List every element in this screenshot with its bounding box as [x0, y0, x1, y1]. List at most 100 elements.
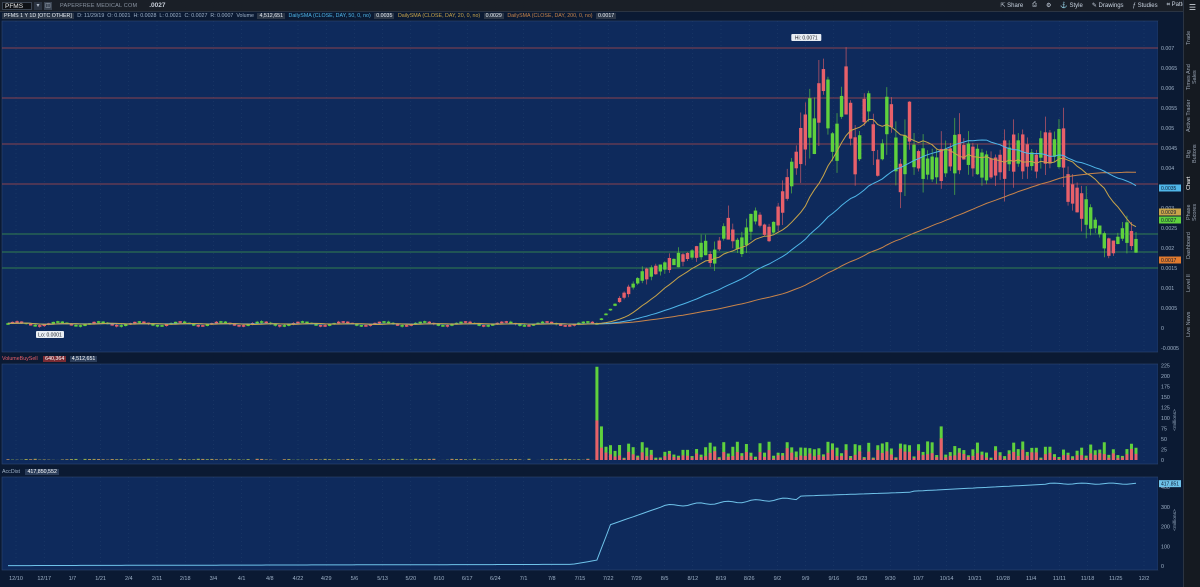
candle-body [889, 104, 894, 128]
volume-bar-sell [178, 459, 182, 460]
candle-body [722, 226, 726, 239]
x-tick-label: 11/25 [1109, 576, 1122, 582]
volume-tick-label: 125 [1161, 406, 1170, 412]
link-icon[interactable]: ◫ [44, 1, 52, 10]
candle-body [522, 325, 527, 327]
candle-body [6, 323, 10, 325]
candle-body [658, 264, 663, 272]
volume-bar-sell [889, 454, 893, 460]
patterns-button[interactable]: ⌗ Patterns [1166, 2, 1194, 8]
volume-bar-buy [287, 459, 291, 460]
candle-body [1052, 139, 1057, 157]
chart-tools: ⇱ Share ⎙ ⚙ ⚓ Style ✎ Drawings ƒ Studies… [1000, 0, 1200, 11]
volume-bar-sell [450, 459, 454, 460]
volume-bar-sell [975, 453, 979, 460]
volume-bar-sell [1039, 458, 1043, 460]
candle-body [1079, 193, 1084, 219]
volume-bar-buy [708, 442, 712, 460]
volume-tick-label: 200 [1161, 374, 1170, 380]
candle-body [545, 321, 549, 323]
drawings-button[interactable]: ✎ Drawings [1091, 3, 1124, 9]
candle-body [654, 265, 658, 275]
zoom-icon[interactable]: ☰ [1188, 3, 1197, 12]
sidebar-tab-dashboard[interactable]: Dashboard [1186, 232, 1192, 260]
candle-body [880, 143, 885, 160]
candle-body [649, 267, 653, 277]
volume-bar-buy [414, 458, 418, 460]
volume-bar-buy [527, 458, 531, 460]
accdist-value: 417,850,552 [25, 469, 59, 475]
volume-bar-sell [985, 457, 989, 460]
candle-body [119, 325, 123, 327]
x-tick-label: 7/8 [548, 576, 556, 582]
candle-body [305, 321, 309, 324]
volume-bar-buy [731, 446, 735, 460]
candle-body [287, 324, 291, 326]
candle-body [205, 324, 210, 326]
candle-body [699, 242, 703, 258]
candle-body [436, 324, 441, 326]
volume-bar-sell [962, 453, 966, 460]
x-tick-label: 4/29 [321, 576, 332, 582]
chevron-down-icon[interactable]: ▾ [34, 1, 42, 10]
x-tick-label: 9/2 [774, 576, 782, 582]
symbol-input[interactable]: PFMS [2, 1, 32, 10]
candle-body [51, 321, 56, 324]
candle-body [477, 324, 481, 326]
accdist-study-label: AccDist [2, 469, 20, 475]
candle-body [386, 321, 391, 324]
y-tick-label: 0.004 [1161, 166, 1174, 172]
volume-bar-sell [989, 459, 993, 460]
sidebar-tab-big-buttons[interactable]: Big Buttons [1186, 144, 1198, 164]
candle-body [758, 214, 762, 226]
studies-button[interactable]: ƒ Studies [1132, 2, 1158, 9]
candle-body [110, 323, 114, 326]
candle-body [844, 66, 848, 115]
right-sidebar: ☰ Trade Times And Sales Active Trader Big B… [1183, 0, 1200, 587]
candle-body [767, 226, 771, 242]
volume-bar-sell [1134, 453, 1138, 460]
volume-bar-sell [803, 455, 807, 460]
volume-bar-sell [794, 457, 798, 460]
candle-body [799, 127, 803, 165]
info-volume-value: 4,512,651 [257, 13, 286, 19]
candle-body [1025, 144, 1029, 167]
sidebar-tab-trade[interactable]: Trade [1186, 30, 1192, 46]
candle-body [178, 321, 182, 323]
volume-bar-buy [24, 458, 28, 460]
volume-bar-sell [885, 451, 889, 460]
candle-body [192, 324, 196, 326]
sidebar-tab-live-news[interactable]: Live News [1186, 311, 1192, 337]
settings-icon[interactable]: ⚙ [1045, 3, 1052, 9]
sidebar-tab-chart[interactable]: Chart [1186, 176, 1192, 190]
volume-total-value: 4,512,651 [69, 356, 98, 362]
volume-bar-buy [595, 366, 599, 460]
x-tick-label: 6/17 [462, 576, 473, 582]
volume-bar-buy [337, 459, 341, 460]
candle-body [613, 303, 617, 306]
volume-bar-buy [722, 442, 726, 460]
volume-bar-sell [998, 455, 1002, 460]
sidebar-tab-times-and-sales[interactable]: Times And Sales [1186, 64, 1198, 90]
share-button[interactable]: ⇱ Share [1000, 3, 1024, 9]
candle-body [246, 324, 250, 326]
info-low: L: 0.0021 [159, 13, 182, 19]
sidebar-tab-phase-scores[interactable]: Phase Scores [1186, 203, 1198, 221]
sidebar-tab-active-trader[interactable]: Active Trader [1186, 99, 1192, 133]
style-button[interactable]: ⚓ Style [1060, 3, 1083, 9]
print-icon[interactable]: ⎙ [1032, 2, 1037, 8]
candle-body [717, 240, 721, 250]
candle-body [364, 325, 368, 327]
volume-bar-buy [115, 459, 119, 460]
sidebar-tab-level-ii[interactable]: Level II [1186, 274, 1192, 292]
x-tick-label: 12/17 [37, 576, 51, 582]
candle-body [42, 324, 46, 327]
candle-body [622, 292, 626, 298]
volume-bar-sell [731, 455, 735, 460]
candle-body [56, 321, 60, 323]
candle-body [1107, 238, 1111, 256]
volume-bar-sell [903, 451, 907, 460]
candle-body [885, 96, 889, 135]
